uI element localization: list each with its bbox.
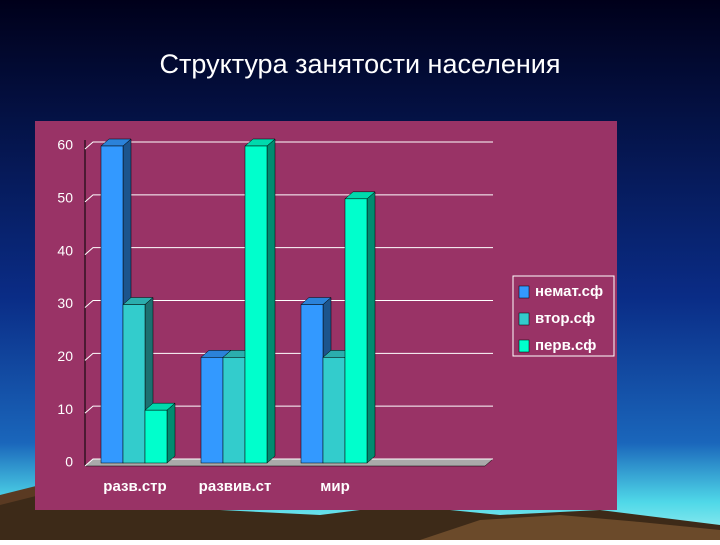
bar	[300, 304, 324, 464]
y-tick-label: 0	[65, 454, 73, 470]
bar	[122, 304, 146, 464]
bar	[100, 145, 124, 464]
bar	[322, 357, 346, 464]
bar-side	[366, 191, 376, 464]
bar	[200, 357, 224, 464]
y-tick-label: 50	[57, 190, 73, 206]
bar	[244, 145, 268, 464]
legend-swatch	[518, 312, 530, 326]
legend-swatch	[518, 285, 530, 299]
y-tick-label: 10	[57, 401, 73, 417]
mountain	[420, 515, 720, 540]
x-tick-label: разв.стр	[103, 478, 166, 495]
y-tick-label: 20	[57, 348, 73, 364]
y-tick-label: 60	[57, 137, 73, 153]
y-tick-label: 30	[57, 295, 73, 311]
y-tick-label: 40	[57, 242, 73, 258]
x-tick-label: мир	[320, 478, 349, 495]
grid-line	[84, 141, 493, 150]
bar-side	[266, 138, 276, 464]
legend-label: перв.сф	[535, 337, 596, 354]
bar	[144, 409, 168, 464]
bar-side	[166, 402, 176, 464]
legend	[512, 275, 615, 357]
x-tick-label: развив.ст	[199, 478, 272, 495]
legend-swatch	[518, 339, 530, 353]
legend-label: немат.сф	[535, 283, 603, 300]
bar	[344, 198, 368, 464]
legend-label: втор.сф	[535, 310, 595, 327]
bar	[222, 357, 246, 464]
slide-title: Структура занятости населения	[160, 49, 561, 79]
